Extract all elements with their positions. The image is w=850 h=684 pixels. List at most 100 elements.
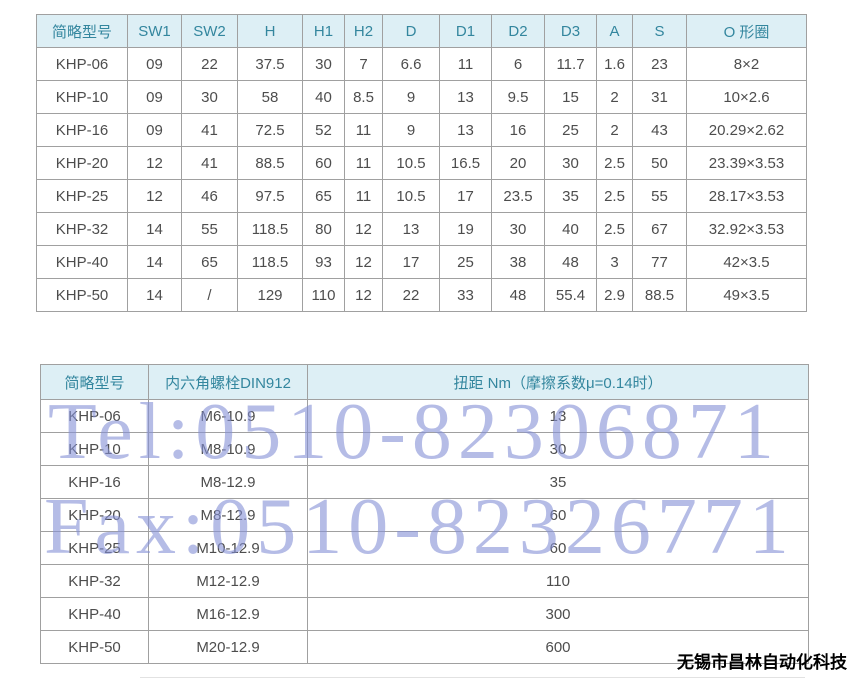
- table-row: KHP-40 14 65 118.5 93 12 17 25 38 48 3 77 42×3.5: [36, 245, 807, 279]
- column-header: D3: [544, 14, 597, 48]
- value-cell: 09: [127, 47, 182, 81]
- model-cell: KHP-50: [40, 630, 149, 664]
- value-cell: 13: [382, 212, 440, 246]
- value-cell: 49×3.5: [686, 278, 807, 312]
- value-cell: 30: [302, 47, 345, 81]
- divider-line: [140, 677, 805, 678]
- value-cell: M16-12.9: [148, 597, 308, 631]
- value-cell: 9: [382, 80, 440, 114]
- value-cell: 41: [181, 146, 238, 180]
- value-cell: /: [181, 278, 238, 312]
- value-cell: 300: [307, 597, 809, 631]
- value-cell: M8-12.9: [148, 498, 308, 532]
- table-row: KHP-10 09 30 58 40 8.5 9 13 9.5 15 2 31 10×2.6: [36, 80, 807, 114]
- column-header: D1: [439, 14, 492, 48]
- value-cell: 20: [491, 146, 545, 180]
- value-cell: 6.6: [382, 47, 440, 81]
- value-cell: 118.5: [237, 245, 303, 279]
- model-cell: KHP-20: [36, 146, 128, 180]
- column-header: S: [632, 14, 687, 48]
- value-cell: 30: [307, 432, 809, 466]
- value-cell: 11: [344, 179, 383, 213]
- value-cell: 2.9: [596, 278, 633, 312]
- value-cell: 42×3.5: [686, 245, 807, 279]
- column-header: SW2: [181, 14, 238, 48]
- model-cell: KHP-32: [40, 564, 149, 598]
- table-row: KHP-50 14/129 110 12 22 33 48 55.4 2.9 88.5 49×3.5: [36, 278, 807, 312]
- value-cell: 2.5: [596, 146, 633, 180]
- model-cell: KHP-25: [36, 179, 128, 213]
- value-cell: M8-10.9: [148, 432, 308, 466]
- dimensions-table: 简略型号 SW1 SW2 H H1 H2 D D1 D2 D3 A S O 形圈 KHP-06 09 22 3…: [36, 14, 807, 312]
- table-row: KHP-25 M10-12.9 60: [40, 531, 809, 565]
- value-cell: 77: [632, 245, 687, 279]
- value-cell: 10.5: [382, 179, 440, 213]
- value-cell: 110: [302, 278, 345, 312]
- value-cell: 22: [382, 278, 440, 312]
- value-cell: 40: [544, 212, 597, 246]
- value-cell: 50: [632, 146, 687, 180]
- value-cell: 11: [344, 113, 383, 147]
- dimensions-body: KHP-06 09 22 37.5 30 7 6.6 11 6 11.7 1.6 23 8×2 KHP-1…: [36, 47, 807, 312]
- value-cell: 60: [307, 498, 809, 532]
- table-row: KHP-20 12 41 88.5 60 11 10.5 16.5 20 30 2.5 50 23.39…: [36, 146, 807, 180]
- value-cell: 30: [491, 212, 545, 246]
- model-cell: KHP-16: [36, 113, 128, 147]
- column-header: D2: [491, 14, 545, 48]
- value-cell: 3: [596, 245, 633, 279]
- value-cell: 25: [544, 113, 597, 147]
- value-cell: M20-12.9: [148, 630, 308, 664]
- value-cell: 48: [491, 278, 545, 312]
- value-cell: 09: [127, 113, 182, 147]
- value-cell: 72.5: [237, 113, 303, 147]
- column-header: 内六角螺栓DIN912: [148, 364, 308, 400]
- value-cell: 22: [181, 47, 238, 81]
- value-cell: 13: [439, 113, 492, 147]
- value-cell: 60: [302, 146, 345, 180]
- value-cell: 55.4: [544, 278, 597, 312]
- value-cell: 7: [344, 47, 383, 81]
- value-cell: 13: [307, 399, 809, 433]
- column-header: H1: [302, 14, 345, 48]
- value-cell: 28.17×3.53: [686, 179, 807, 213]
- value-cell: 12: [344, 245, 383, 279]
- value-cell: 14: [127, 245, 182, 279]
- table-row: KHP-40 M16-12.9 300: [40, 597, 809, 631]
- value-cell: 23.5: [491, 179, 545, 213]
- value-cell: M12-12.9: [148, 564, 308, 598]
- value-cell: 12: [127, 146, 182, 180]
- model-cell: KHP-40: [36, 245, 128, 279]
- table-row: KHP-16 M8-12.9 35: [40, 465, 809, 499]
- value-cell: 2: [596, 113, 633, 147]
- value-cell: 23: [632, 47, 687, 81]
- value-cell: 118.5: [237, 212, 303, 246]
- value-cell: 43: [632, 113, 687, 147]
- value-cell: 11: [439, 47, 492, 81]
- value-cell: 14: [127, 278, 182, 312]
- value-cell: 25: [439, 245, 492, 279]
- value-cell: 55: [181, 212, 238, 246]
- value-cell: 52: [302, 113, 345, 147]
- column-header: 简略型号: [40, 364, 149, 400]
- column-header: A: [596, 14, 633, 48]
- value-cell: 41: [181, 113, 238, 147]
- table-row: KHP-20 M8-12.9 60: [40, 498, 809, 532]
- value-cell: 65: [181, 245, 238, 279]
- value-cell: 35: [544, 179, 597, 213]
- column-header: 扭距 Nm（摩擦系数μ=0.14时）: [307, 364, 809, 400]
- column-header: SW1: [127, 14, 182, 48]
- value-cell: 97.5: [237, 179, 303, 213]
- column-header: O 形圈: [686, 14, 807, 48]
- model-cell: KHP-06: [40, 399, 149, 433]
- model-cell: KHP-10: [40, 432, 149, 466]
- value-cell: 32.92×3.53: [686, 212, 807, 246]
- value-cell: M6-10.9: [148, 399, 308, 433]
- company-name: 无锡市昌林自动化科技: [677, 653, 847, 672]
- model-cell: KHP-16: [40, 465, 149, 499]
- value-cell: 80: [302, 212, 345, 246]
- value-cell: 15: [544, 80, 597, 114]
- value-cell: 38: [491, 245, 545, 279]
- value-cell: 12: [344, 278, 383, 312]
- value-cell: 88.5: [632, 278, 687, 312]
- table-row: KHP-16 09 41 72.5 52 11 9 13 16 25 2 43 20.29×2.62: [36, 113, 807, 147]
